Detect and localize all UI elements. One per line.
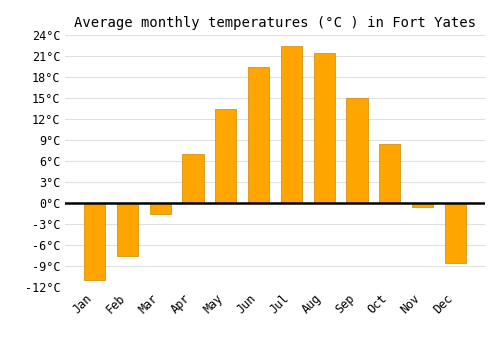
Bar — [314, 52, 335, 203]
Bar — [346, 98, 368, 203]
Bar — [182, 154, 204, 203]
Bar — [379, 144, 400, 203]
Bar — [84, 203, 106, 280]
Bar — [117, 203, 138, 256]
Bar — [215, 108, 236, 203]
Bar — [444, 203, 466, 262]
Bar — [412, 203, 433, 206]
Bar — [150, 203, 171, 214]
Bar — [248, 66, 270, 203]
Title: Average monthly temperatures (°C ) in Fort Yates: Average monthly temperatures (°C ) in Fo… — [74, 16, 476, 30]
Bar — [280, 46, 302, 203]
